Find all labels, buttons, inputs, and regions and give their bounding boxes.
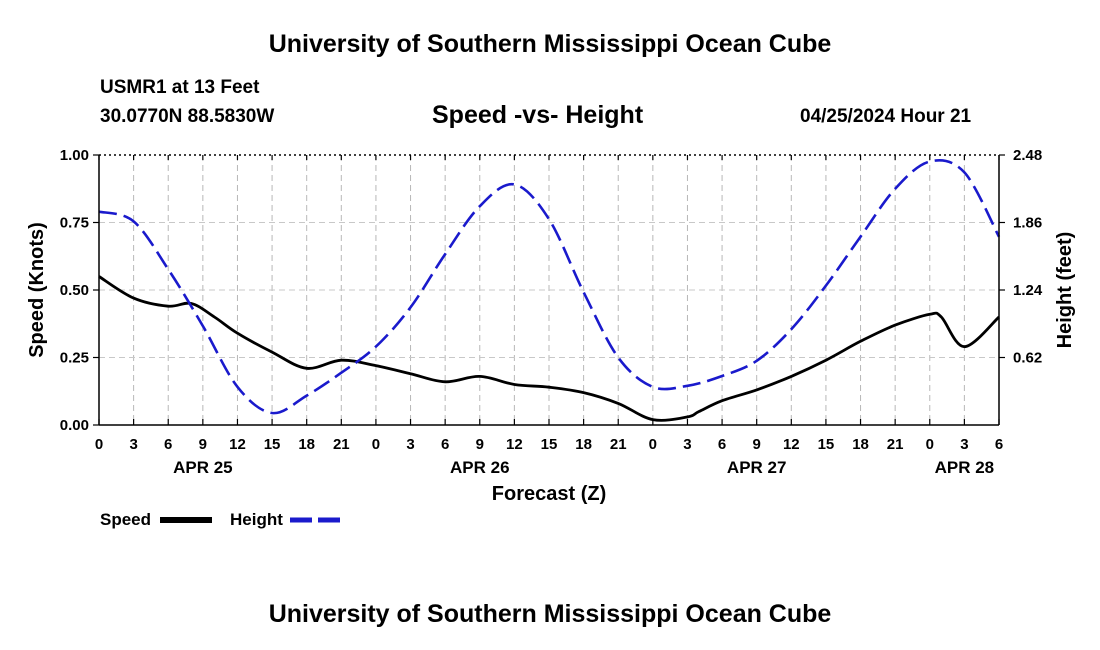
x-tick-label: 0 <box>649 436 657 453</box>
date-label: APR 25 <box>173 458 233 477</box>
x-tick-label: 6 <box>441 436 449 453</box>
y-tick-label: 0.25 <box>60 350 89 367</box>
y2-axis-label: Height (feet) <box>1054 232 1076 349</box>
x-tick-label: 6 <box>718 436 726 453</box>
x-tick-label: 9 <box>476 436 484 453</box>
y2-tick-label: 1.86 <box>1013 215 1042 232</box>
legend: Speed Height <box>100 510 343 529</box>
coordinates-label: 30.0770N 88.5830W <box>100 106 275 127</box>
x-tick-label: 18 <box>575 436 592 453</box>
x-axis-label: Forecast (Z) <box>492 483 606 505</box>
date-label: APR 27 <box>727 458 787 477</box>
footer-title: University of Southern Mississippi Ocean… <box>268 600 832 628</box>
y-tick-label: 1.00 <box>60 147 89 164</box>
x-tick-label: 0 <box>95 436 103 453</box>
x-tick-label: 15 <box>541 436 558 453</box>
x-tick-label: 0 <box>372 436 380 453</box>
y-tick-label: 0.00 <box>60 417 89 434</box>
x-tick-label: 9 <box>199 436 207 453</box>
grid-lines <box>99 155 999 425</box>
tick-labels: 0 3 6 9 12 15 18 21 0 3 6 9 12 15 18 21 0 3 6 9 12 15 18 21 0 3 6A… <box>60 147 1043 477</box>
x-tick-label: 21 <box>887 436 904 453</box>
x-tick-label: 12 <box>229 436 246 453</box>
series-line-height <box>98 159 1001 415</box>
x-tick-label: 3 <box>960 436 968 453</box>
x-tick-label: 9 <box>753 436 761 453</box>
series-layer <box>98 159 1001 422</box>
y-tick-label: 0.50 <box>60 282 89 299</box>
chart-title: University of Southern Mississippi Ocean… <box>268 30 832 58</box>
x-tick-label: 6 <box>995 436 1003 453</box>
x-tick-label: 21 <box>333 436 350 453</box>
legend-height-label: Height <box>230 510 283 529</box>
x-tick-label: 18 <box>298 436 315 453</box>
legend-speed-label: Speed <box>100 510 151 529</box>
series-line-speed <box>98 275 1000 422</box>
axes <box>93 154 1005 426</box>
y2-tick-label: 1.24 <box>1013 282 1043 299</box>
x-tick-label: 21 <box>610 436 627 453</box>
x-tick-label: 3 <box>129 436 137 453</box>
y2-tick-label: 0.62 <box>1013 350 1042 367</box>
y-axis-label: Speed (Knots) <box>26 222 48 358</box>
station-label: USMR1 at 13 Feet <box>100 77 260 98</box>
chart-subtitle: Speed -vs- Height <box>432 101 644 129</box>
run-datetime: 04/25/2024 Hour 21 <box>800 106 972 127</box>
y2-tick-label: 2.48 <box>1013 147 1042 164</box>
date-label: APR 26 <box>450 458 510 477</box>
x-tick-label: 18 <box>852 436 869 453</box>
date-label: APR 28 <box>935 458 995 477</box>
x-tick-label: 3 <box>683 436 691 453</box>
x-tick-label: 12 <box>783 436 800 453</box>
x-tick-label: 15 <box>818 436 835 453</box>
y-tick-label: 0.75 <box>60 215 89 232</box>
x-tick-label: 3 <box>406 436 414 453</box>
x-tick-label: 6 <box>164 436 172 453</box>
x-tick-label: 15 <box>264 436 281 453</box>
x-tick-label: 0 <box>926 436 934 453</box>
x-tick-label: 12 <box>506 436 523 453</box>
